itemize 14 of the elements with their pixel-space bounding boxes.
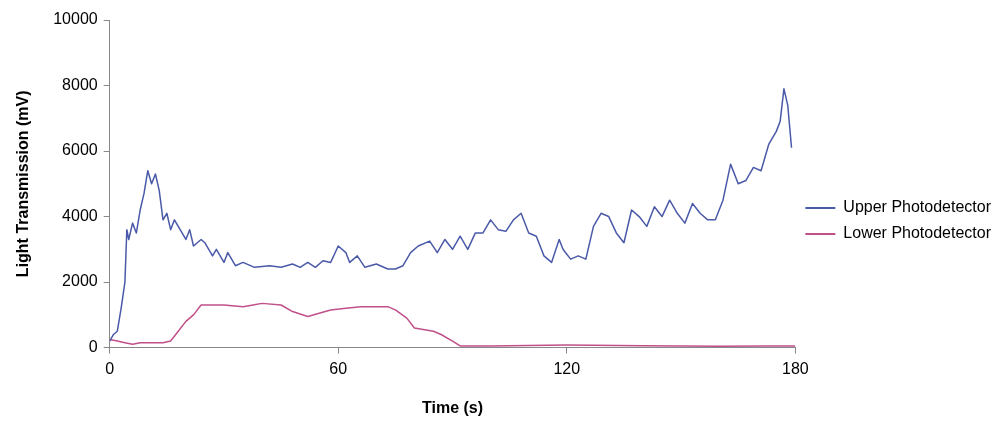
x-tick-label: 0	[105, 359, 115, 377]
y-tick-label: 6000	[62, 141, 98, 159]
x-tick-label: 60	[329, 359, 348, 377]
y-tick-label: 2000	[62, 272, 98, 290]
y-axis-title: Light Transmission (mV)	[14, 90, 32, 278]
x-tick-label: 120	[553, 359, 581, 377]
y-tick-label: 10000	[53, 10, 98, 28]
y-tick-label: 0	[88, 338, 98, 356]
x-tick-label: 180	[782, 359, 809, 377]
y-tick-label: 8000	[62, 75, 98, 93]
legend-label: Upper Photodetector	[843, 198, 992, 216]
x-axis-title: Time (s)	[421, 398, 484, 416]
legend-label: Lower Photodetector	[843, 224, 992, 242]
y-tick-label: 4000	[62, 206, 98, 224]
